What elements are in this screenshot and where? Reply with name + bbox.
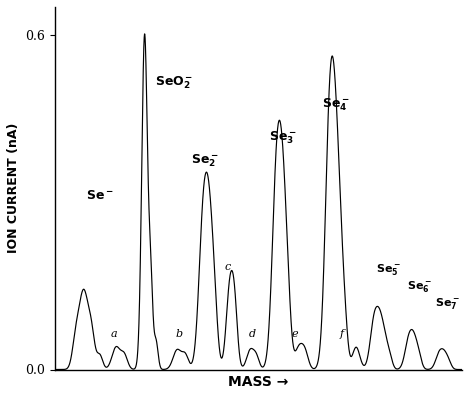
Text: $\mathbf{Se^-}$: $\mathbf{Se^-}$ bbox=[86, 189, 113, 202]
Text: e: e bbox=[292, 329, 298, 339]
Text: $\mathbf{Se_4^-}$: $\mathbf{Se_4^-}$ bbox=[321, 96, 349, 113]
Text: b: b bbox=[176, 329, 183, 339]
Text: f: f bbox=[340, 329, 344, 339]
Text: $\mathbf{Se_2^-}$: $\mathbf{Se_2^-}$ bbox=[191, 152, 219, 169]
Text: $\mathbf{Se_3^-}$: $\mathbf{Se_3^-}$ bbox=[269, 130, 297, 147]
Text: c: c bbox=[225, 262, 231, 272]
Text: $\mathbf{Se_5^-}$: $\mathbf{Se_5^-}$ bbox=[376, 263, 401, 278]
Text: d: d bbox=[249, 329, 256, 339]
Text: $\mathbf{Se_7^-}$: $\mathbf{Se_7^-}$ bbox=[436, 296, 460, 311]
Text: $\mathbf{SeO_2^-}$: $\mathbf{SeO_2^-}$ bbox=[155, 74, 193, 91]
Text: a: a bbox=[111, 329, 118, 339]
X-axis label: MASS →: MASS → bbox=[228, 375, 289, 389]
Y-axis label: ION CURRENT (nA): ION CURRENT (nA) bbox=[7, 123, 20, 253]
Text: $\mathbf{Se_6^-}$: $\mathbf{Se_6^-}$ bbox=[407, 279, 432, 294]
